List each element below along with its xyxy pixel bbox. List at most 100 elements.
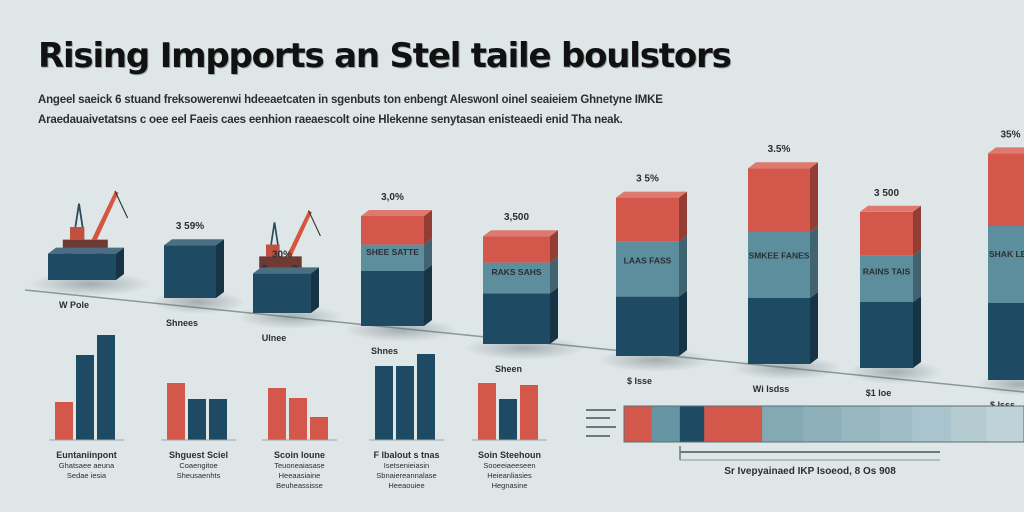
bar-value-label: 3 5% xyxy=(636,174,659,185)
bar-top-navy xyxy=(164,239,224,246)
bar-value-label: 3.5% xyxy=(768,144,791,155)
crane-cab xyxy=(266,244,280,257)
bar-value-label: 3,500 xyxy=(504,212,529,223)
bar-side-red xyxy=(913,205,921,256)
bar-side-navy xyxy=(913,296,921,368)
small-bar-red xyxy=(478,383,496,440)
subtitle-line-1: Angeel saeick 6 stuand freksowerenwi hde… xyxy=(38,94,663,106)
chart-title: Rising Impports an Stel taile boulstors xyxy=(38,36,732,76)
strip-segment-teal xyxy=(802,406,842,442)
small-bar-navy xyxy=(499,399,517,440)
bar-value-label: 35% xyxy=(1000,129,1020,140)
bar-segment-red xyxy=(616,197,679,242)
bar-top-red xyxy=(988,147,1024,154)
bar-segment-teal xyxy=(748,232,810,298)
bar-segment-red xyxy=(860,211,913,256)
small-group-label: Teuoneaiasase xyxy=(274,461,324,470)
bar-inner-label: SMKEE FANES xyxy=(749,250,810,260)
bar-top-red xyxy=(361,210,432,216)
bar-segment-teal xyxy=(616,241,679,297)
bar-inner-label: RAKS SAHS xyxy=(491,267,541,277)
bar-segment-navy xyxy=(988,303,1024,380)
crane-boom xyxy=(286,210,312,257)
small-bar-navy xyxy=(188,399,206,440)
bar-side-teal xyxy=(913,249,921,302)
bar-side-navy xyxy=(679,290,687,356)
bar-side-red xyxy=(679,191,687,242)
strip-segment-teal xyxy=(841,406,881,442)
small-bar-red xyxy=(289,398,307,440)
bar-inner-label: SHEE SATTE xyxy=(366,247,419,257)
bar-segment-red xyxy=(483,236,550,263)
category-label: $ Isse xyxy=(627,376,652,386)
bar-side-navy xyxy=(116,247,124,280)
bar-segment-navy xyxy=(48,253,116,280)
crane-body xyxy=(259,256,302,269)
bar-segment-teal xyxy=(361,244,424,271)
small-group-label: Shguest Sciel xyxy=(169,450,228,460)
bar-side-teal xyxy=(550,256,558,294)
strip-segment-teal xyxy=(912,406,952,442)
bar-top-navy xyxy=(253,267,319,274)
strip-segment-red xyxy=(704,406,763,442)
bar-segment-red xyxy=(748,168,810,232)
bar-top-navy xyxy=(48,247,124,254)
small-bar-navy xyxy=(375,366,393,440)
bar-segment-navy xyxy=(253,273,311,313)
bar-segment-navy xyxy=(616,296,679,356)
strip-frame xyxy=(623,405,1024,443)
small-group-label: Sbnaiereannalase xyxy=(376,471,436,480)
small-bar-red xyxy=(55,402,73,440)
small-group-label: Heeaasiaine xyxy=(279,471,321,480)
small-bar-navy xyxy=(396,366,414,440)
small-group-label: Sheusaenhts xyxy=(177,471,221,480)
bar-segment-teal xyxy=(860,255,913,302)
category-label: Shnes xyxy=(371,346,398,356)
small-bar-navy xyxy=(76,355,94,440)
crane-icon xyxy=(259,210,321,272)
small-group-label: Scoin loune xyxy=(274,450,325,460)
category-label: W Pole xyxy=(59,300,89,310)
small-group-label: Soin Steehoun xyxy=(478,450,541,460)
bar-side-teal xyxy=(424,238,432,271)
bar-side-navy xyxy=(424,265,432,326)
category-label: $ Isss xyxy=(990,400,1015,410)
strip-footer-label: Sr Ivepyainaed IKP Isoeod, 8 Os 908 xyxy=(724,466,896,477)
strip-segment-teal xyxy=(950,406,987,442)
bar-segment-navy xyxy=(748,298,810,364)
strip-segment-teal xyxy=(986,406,1024,442)
category-label: $1 loe xyxy=(866,388,892,398)
bar-top-red xyxy=(483,230,558,237)
subtitle-line-2: Araedauaivetatsns c oee eel Faeis caes e… xyxy=(38,114,623,126)
strip-segment-teal xyxy=(762,406,804,442)
bar-side-navy xyxy=(550,287,558,344)
strip-segment-teal xyxy=(651,406,681,442)
strip-segment-red xyxy=(624,406,652,442)
bar-value-label: 3 500 xyxy=(874,188,899,199)
category-label: Ulnee xyxy=(262,333,287,343)
bar-inner-label: SHAK LEE xyxy=(989,249,1024,259)
bar-segment-navy xyxy=(483,293,550,344)
small-group-label: Ghatsaee aeuna xyxy=(59,461,115,470)
small-group-label: Sedae iesia xyxy=(67,471,107,480)
small-bar-navy xyxy=(417,354,435,440)
bar-side-red xyxy=(810,162,818,232)
category-label: Wi Isdss xyxy=(753,384,789,394)
small-bar-red xyxy=(268,388,286,440)
small-group-label: Coaengitoe xyxy=(179,461,217,470)
bar-segment-navy xyxy=(860,302,913,368)
bar-side-navy xyxy=(216,239,224,298)
small-group-label: Euntaniinpont xyxy=(56,450,117,460)
bar-side-teal xyxy=(810,226,818,298)
small-bar-navy xyxy=(97,335,115,440)
crane-boom xyxy=(91,191,119,240)
bar-segment-navy xyxy=(361,271,424,326)
strip-segment-navy xyxy=(679,406,705,442)
bar-side-red xyxy=(550,230,558,263)
bar-top-red xyxy=(616,191,687,198)
bar-value-label: 3,0% xyxy=(381,192,404,203)
bar-side-red xyxy=(424,210,432,245)
small-bar-red xyxy=(167,383,185,440)
category-label: Sheen xyxy=(495,364,522,374)
